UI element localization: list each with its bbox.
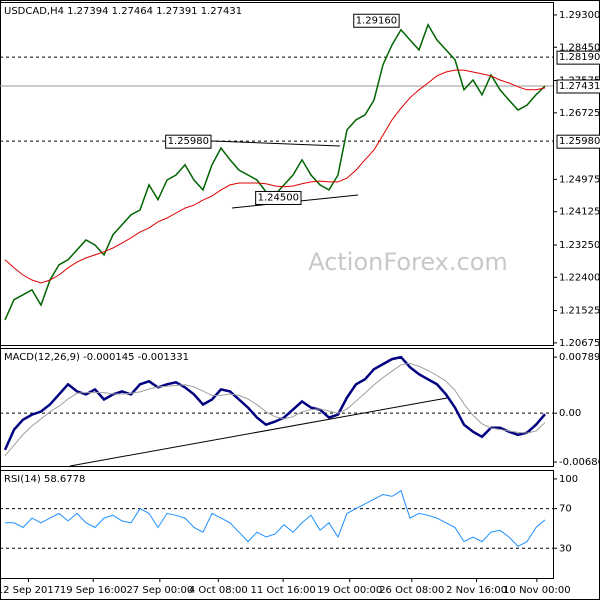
- level-label: 1.25980: [559, 136, 600, 147]
- y-tick-label: 1.22400: [559, 272, 600, 283]
- level-label: 1.28190: [559, 52, 600, 63]
- series-line: [5, 489, 546, 548]
- trendline: [69, 397, 448, 467]
- y-tick-label: 1.28450: [559, 42, 600, 53]
- y-tick-label: 30: [559, 543, 572, 554]
- panel-title: MACD(12,26,9) -0.000145 -0.001331: [4, 352, 189, 363]
- label-box: [353, 13, 400, 28]
- x-tick-label: 12 Sep 2017: [0, 585, 60, 596]
- y-tick-label: 1.26725: [559, 108, 600, 119]
- label-box: [556, 134, 600, 149]
- rsi-panel: [0, 470, 554, 579]
- series-line: [4, 362, 546, 457]
- y-tick-label: -0.006866: [559, 457, 600, 468]
- y-tick-label: 1.29300: [559, 10, 600, 21]
- x-tick-label: 11 Oct 16:00: [251, 585, 316, 596]
- x-tick-label: 19 Oct 00:00: [317, 585, 382, 596]
- watermark: ActionForex.com: [308, 248, 508, 276]
- x-tick-label: 26 Oct 08:00: [379, 585, 444, 596]
- x-tick-label: 2 Nov 16:00: [446, 585, 507, 596]
- annotation: 1.25980: [168, 136, 209, 147]
- annotation: 1.29160: [356, 15, 397, 26]
- y-tick-label: 1.24975: [559, 174, 600, 185]
- y-tick-label: 0.007891: [559, 352, 600, 363]
- series-line: [3, 355, 546, 451]
- y-tick-label: 1.23250: [559, 240, 600, 251]
- annotation: 1.24500: [258, 192, 299, 203]
- x-tick-label: 19 Sep 16:00: [60, 585, 127, 596]
- x-tick-label: 4 Oct 08:00: [189, 585, 248, 596]
- label-box: [556, 50, 600, 65]
- panel-title: RSI(14) 58.6778: [4, 474, 85, 485]
- series-line: [4, 69, 546, 284]
- level-label: 1.27431: [559, 81, 600, 92]
- y-tick-label: 1.20675: [559, 338, 600, 349]
- y-tick-label: 0.00: [559, 408, 581, 419]
- x-tick-label: 10 Nov 00:00: [503, 585, 570, 596]
- label-box: [165, 134, 212, 149]
- macd-panel: [0, 348, 554, 467]
- label-box: [556, 79, 600, 94]
- y-tick-label: 70: [559, 504, 572, 515]
- trendline: [211, 140, 341, 147]
- panel-title: USDCAD,H4 1.27394 1.27464 1.27391 1.2743…: [4, 6, 242, 17]
- label-box: [255, 190, 302, 205]
- y-tick-label: 1.21525: [559, 306, 600, 317]
- price-panel: [0, 2, 554, 346]
- y-tick-label: 1.24125: [559, 207, 600, 218]
- y-tick-label: 100: [559, 474, 578, 485]
- x-tick-label: 27 Sep 00:00: [126, 585, 193, 596]
